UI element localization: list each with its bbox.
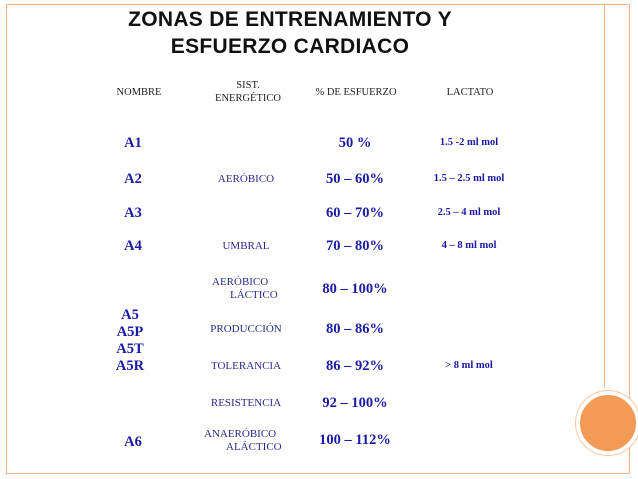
header-sist-energetico: SIST. ENERGÉTICO — [208, 79, 288, 105]
zone-group-a5: A5 A5P A5T A5R — [104, 307, 156, 375]
header-sist-line1: SIST. — [236, 80, 260, 91]
zone-a4: A4 — [124, 238, 142, 254]
sys-produccion: PRODUCCIÓN — [210, 323, 282, 335]
lactato-a5: > 8 ml mol — [445, 360, 493, 371]
zone-a6: A6 — [124, 434, 142, 450]
pct-a4: 70 – 80% — [326, 238, 384, 254]
sys-a4: UMBRAL — [222, 240, 270, 252]
zone-a5: A5 — [121, 307, 139, 323]
pct-resistencia: 92 – 100% — [322, 395, 388, 411]
sys-aerobico-lactico-line2: LÁCTICO — [230, 289, 278, 301]
pct-a6: 100 – 112% — [319, 432, 391, 448]
sys-anaerobico-alactico: ANAERÓBICO ALÁCTICO — [198, 428, 294, 454]
lactato-a4: 4 – 8 ml mol — [441, 240, 497, 251]
sys-aerobico-lactico-line1: AERÓBICO — [212, 276, 269, 288]
sys-alactico-line2: ALÁCTICO — [226, 441, 282, 453]
pct-a1: 50 % — [338, 135, 372, 151]
zone-a3: A3 — [124, 205, 142, 221]
zone-a2: A2 — [124, 171, 142, 187]
sys-resistencia: RESISTENCIA — [210, 397, 282, 409]
lactato-a3: 2.5 – 4 ml mol — [437, 207, 501, 218]
header-nombre: NOMBRE — [116, 87, 162, 98]
lactato-a2: 1.5 – 2.5 ml mol — [433, 173, 505, 184]
title-line-2: ESFUERZO CARDIACO — [170, 35, 410, 58]
sys-tolerancia: TOLERANCIA — [210, 360, 282, 372]
pct-a3: 60 – 70% — [326, 205, 384, 221]
sys-aerobico-lactico: AERÓBICO LÁCTICO — [198, 276, 294, 302]
sys-a2: AERÓBICO — [217, 173, 275, 185]
zone-a5r: A5R — [115, 358, 145, 374]
zone-a5t: A5T — [116, 341, 144, 357]
decorative-line — [604, 4, 605, 388]
title-line-1: ZONAS DE ENTRENAMIENTO Y — [128, 8, 452, 31]
pct-tolerancia: 86 – 92% — [326, 358, 384, 374]
pct-produccion: 80 – 86% — [326, 321, 384, 337]
zone-a1: A1 — [124, 135, 142, 151]
slide-frame — [6, 4, 630, 474]
header-esfuerzo: % DE ESFUERZO — [315, 87, 397, 98]
pct-a2: 50 – 60% — [326, 171, 384, 187]
sys-anaerobico-line1: ANAERÓBICO — [204, 428, 277, 440]
pct-aerobico-lactico: 80 – 100% — [322, 281, 388, 297]
header-lactato: LACTATO — [446, 87, 494, 98]
decorative-circle — [576, 391, 638, 455]
zone-a5p: A5P — [116, 324, 144, 340]
header-sist-line2: ENERGÉTICO — [215, 93, 281, 104]
lactato-a1: 1.5 -2 ml mol — [439, 137, 499, 148]
